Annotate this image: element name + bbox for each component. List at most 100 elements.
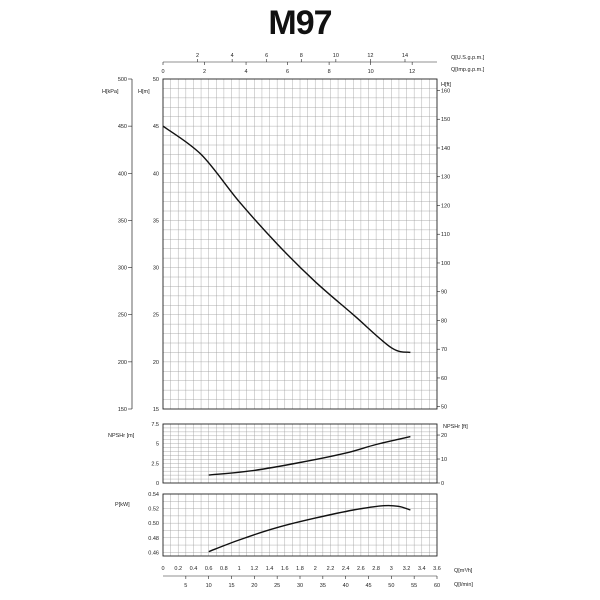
qm3h-tick-label: 1.6 [281, 566, 289, 572]
head-panel-frame [162, 78, 438, 410]
qm3h-tick-label: 3.4 [418, 566, 426, 572]
qm3h-tick-label: 3.6 [433, 566, 441, 572]
usgpm-tick-label: 2 [196, 53, 199, 59]
qm3h-tick-label: 2 [314, 566, 317, 572]
lmin-tick-label: 5 [184, 583, 187, 589]
npshr-m-tick-label: 7.5 [151, 422, 159, 428]
impgpm-tick-label: 12 [409, 69, 415, 75]
qm3h-tick-label: 1.8 [296, 566, 304, 572]
usgpm-axis-label: Q[U.S.g.p.m.] [451, 55, 485, 61]
head-curve [162, 125, 411, 354]
npshr-m-axis-label: NPSHr [m] [108, 433, 135, 439]
npshr-ft-tick-label: 10 [441, 457, 447, 463]
qm3h-tick-label: 2.8 [372, 566, 380, 572]
lmin-tick-label: 50 [388, 583, 394, 589]
impgpm-tick-label: 4 [245, 69, 248, 75]
usgpm-tick-label: 4 [231, 53, 234, 59]
power-tick-label: 0.48 [148, 536, 159, 542]
usgpm-tick-label: 10 [333, 53, 339, 59]
head-m-tick-label: 15 [153, 407, 159, 413]
lmin-tick-label: 30 [297, 583, 303, 589]
head-m-tick-label: 45 [153, 124, 159, 130]
head-ft-tick-label: 90 [441, 290, 447, 296]
head-kpa-tick-label: 400 [118, 171, 127, 177]
qm3h-tick-label: 3 [390, 566, 393, 572]
page-title: M97 [268, 4, 332, 42]
lmin-tick-label: 45 [365, 583, 371, 589]
head-kpa-tick-label: 350 [118, 218, 127, 224]
impgpm-tick-label: 10 [368, 69, 374, 75]
qm3h-tick-label: 0.6 [205, 566, 213, 572]
qm3h-tick-label: 3.2 [403, 566, 411, 572]
lmin-tick-label: 55 [411, 583, 417, 589]
impgpm-tick-label: 8 [328, 69, 331, 75]
impgpm-tick-label: 0 [161, 69, 164, 75]
power-tick-label: 0.54 [148, 492, 159, 498]
impgpm-tick-label: 6 [286, 69, 289, 75]
head-ft-tick-label: 50 [441, 405, 447, 411]
head-ft-tick-label: 150 [441, 117, 450, 123]
npshr-curve [208, 435, 411, 476]
npshr-ft-axis-label: NPSHr [ft] [443, 424, 468, 430]
usgpm-tick-label: 12 [367, 53, 373, 59]
head-ft-tick-label: 160 [441, 88, 450, 94]
qm3h-tick-label: 2.4 [342, 566, 350, 572]
head-ft-tick-label: 70 [441, 347, 447, 353]
head-ft-tick-label: 110 [441, 232, 450, 238]
head-ft-tick-label: 140 [441, 146, 450, 152]
usgpm-tick-label: 8 [300, 53, 303, 59]
head-m-tick-label: 25 [153, 313, 159, 319]
lmin-tick-label: 60 [434, 583, 440, 589]
power-panel-frame [162, 493, 438, 557]
head-kpa-tick-label: 150 [118, 407, 127, 413]
head-ft-tick-label: 60 [441, 376, 447, 382]
npshr-ft-tick-label: 20 [441, 433, 447, 439]
head-ft-tick-label: 130 [441, 175, 450, 181]
impgpm-tick-label: 2 [203, 69, 206, 75]
head-ft-axis-label: H[ft] [441, 82, 452, 88]
head-m-tick-label: 50 [153, 77, 159, 83]
usgpm-tick-label: 6 [265, 53, 268, 59]
lmin-tick-label: 40 [343, 583, 349, 589]
lmin-tick-label: 15 [228, 583, 234, 589]
npshr-panel-frame [162, 423, 438, 484]
power-tick-label: 0.50 [148, 521, 159, 527]
qm3h-tick-label: 0.4 [190, 566, 198, 572]
qm3h-tick-label: 0.8 [220, 566, 228, 572]
lmin-tick-label: 10 [206, 583, 212, 589]
head-kpa-axis-label: H[kPa] [102, 89, 119, 95]
head-m-tick-label: 30 [153, 266, 159, 272]
head-m-tick-label: 40 [153, 171, 159, 177]
qm3h-tick-label: 2.2 [327, 566, 335, 572]
head-kpa-tick-label: 450 [118, 124, 127, 130]
npshr-m-tick-label: 0 [156, 481, 159, 487]
power-curve [208, 504, 411, 553]
lmin-axis-label: Q[l/min] [454, 582, 473, 588]
impgpm-axis-label: Q[Imp.g.p.m.] [451, 67, 485, 73]
lmin-tick-label: 25 [274, 583, 280, 589]
head-kpa-tick-label: 300 [118, 266, 127, 272]
head-m-tick-label: 35 [153, 218, 159, 224]
qm3h-tick-label: 2.6 [357, 566, 365, 572]
npshr-ft-tick-label: 0 [441, 481, 444, 487]
head-m-tick-label: 20 [153, 360, 159, 366]
qm3h-tick-label: 1 [238, 566, 241, 572]
npshr-m-tick-label: 5 [156, 442, 159, 448]
head-ft-tick-label: 100 [441, 261, 450, 267]
lmin-tick-label: 35 [320, 583, 326, 589]
qm3h-axis-label: Q[m³/h] [454, 568, 473, 574]
qm3h-tick-label: 1.2 [251, 566, 259, 572]
npshr-m-tick-label: 2.5 [151, 461, 159, 467]
lmin-tick-label: 20 [251, 583, 257, 589]
qm3h-tick-label: 0.2 [174, 566, 182, 572]
power-tick-label: 0.46 [148, 550, 159, 556]
qm3h-tick-label: 0 [161, 566, 164, 572]
qm3h-tick-label: 1.4 [266, 566, 274, 572]
head-m-axis-label: H[m] [138, 89, 150, 95]
power-tick-label: 0.52 [148, 507, 159, 513]
head-ft-tick-label: 120 [441, 203, 450, 209]
head-kpa-tick-label: 500 [118, 77, 127, 83]
usgpm-tick-label: 14 [402, 53, 408, 59]
head-kpa-tick-label: 250 [118, 313, 127, 319]
